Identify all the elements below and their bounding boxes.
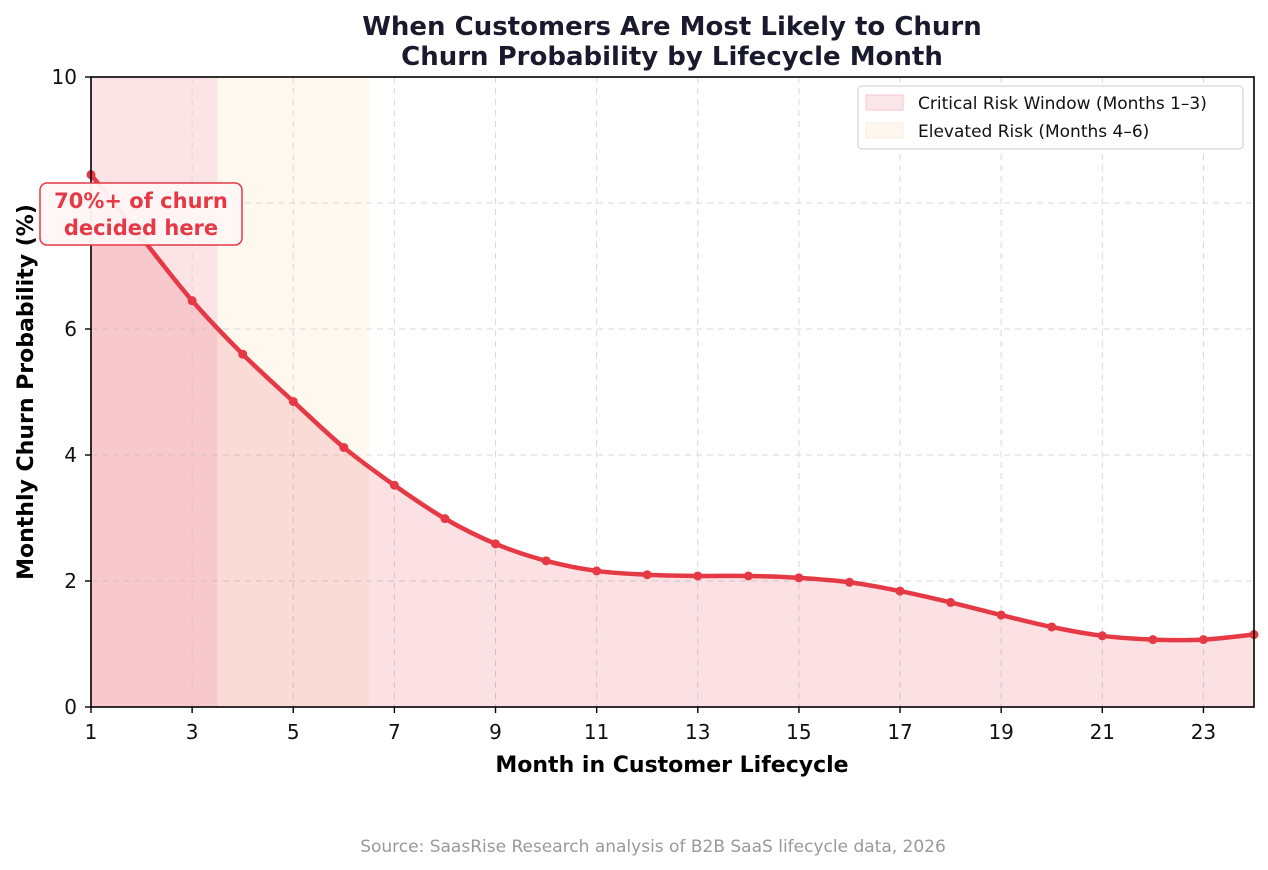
legend-label-critical: Critical Risk Window (Months 1–3) [918, 94, 1207, 114]
data-point-month-13 [693, 571, 703, 581]
x-tick-label: 21 [1090, 720, 1115, 744]
data-point-month-16 [844, 577, 854, 587]
x-tick-label: 23 [1191, 720, 1216, 744]
y-tick-label: 10 [52, 65, 77, 89]
shaded-region-1 [91, 77, 218, 707]
data-point-month-19 [996, 610, 1006, 620]
y-tick-label: 0 [64, 695, 77, 719]
data-point-month-15 [794, 573, 804, 583]
area-fill [91, 174, 1254, 707]
x-tick-label: 1 [85, 720, 98, 744]
y-axis-label: Monthly Churn Probability (%) [14, 204, 39, 580]
data-point-month-21 [1097, 631, 1107, 641]
data-point-month-3 [187, 296, 197, 306]
chart-subtitle: Churn Probability by Lifecycle Month [401, 42, 943, 72]
data-point-month-18 [946, 597, 956, 607]
data-point-month-11 [592, 566, 602, 576]
annotation-line-1: 70%+ of churn [54, 189, 228, 213]
legend-label-elevated: Elevated Risk (Months 4–6) [918, 122, 1149, 142]
data-point-month-7 [389, 480, 399, 490]
x-tick-label: 17 [887, 720, 912, 744]
data-point-month-8 [440, 514, 450, 524]
data-point-month-9 [491, 539, 501, 549]
y-tick-label: 2 [64, 569, 77, 593]
y-tick-label: 6 [64, 317, 77, 341]
x-axis-label: Month in Customer Lifecycle [495, 753, 848, 778]
grid [91, 77, 1254, 707]
x-tick-label: 19 [988, 720, 1013, 744]
data-point-month-22 [1148, 635, 1158, 645]
axes [85, 76, 1255, 713]
data-point-month-14 [743, 571, 753, 581]
data-point-month-12 [642, 570, 652, 580]
chart-title: When Customers Are Most Likely to Churn [362, 12, 982, 42]
x-tick-label: 9 [489, 720, 502, 744]
x-tick-label: 3 [186, 720, 199, 744]
source-note: Source: SaasRise Research analysis of B2… [360, 837, 946, 857]
data-point-month-17 [895, 586, 905, 596]
data-point-month-23 [1198, 635, 1208, 645]
series-area [91, 174, 1254, 707]
legend-swatch-critical [865, 94, 904, 111]
annotation-box [39, 182, 243, 246]
legend-box [857, 85, 1244, 150]
x-tick-label: 13 [685, 720, 710, 744]
y-tick-label: 4 [64, 443, 77, 467]
legend-swatch-elevated [865, 122, 904, 139]
annotation: 70%+ of churn decided here [39, 182, 243, 246]
x-tick-label: 7 [388, 720, 401, 744]
data-point-month-4 [238, 349, 248, 359]
data-point-month-5 [288, 396, 298, 406]
annotation-line-2: decided here [64, 216, 218, 240]
plot-frame [90, 76, 1255, 708]
x-tick-label: 5 [287, 720, 300, 744]
data-point-month-10 [541, 556, 551, 566]
data-point-month-6 [339, 442, 349, 452]
legend: Critical Risk Window (Months 1–3) Elevat… [857, 85, 1244, 150]
x-tick-label: 15 [786, 720, 811, 744]
x-tick-label: 11 [584, 720, 609, 744]
data-point-month-20 [1047, 622, 1057, 632]
